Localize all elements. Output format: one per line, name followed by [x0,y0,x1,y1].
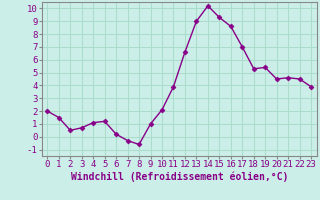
X-axis label: Windchill (Refroidissement éolien,°C): Windchill (Refroidissement éolien,°C) [70,172,288,182]
